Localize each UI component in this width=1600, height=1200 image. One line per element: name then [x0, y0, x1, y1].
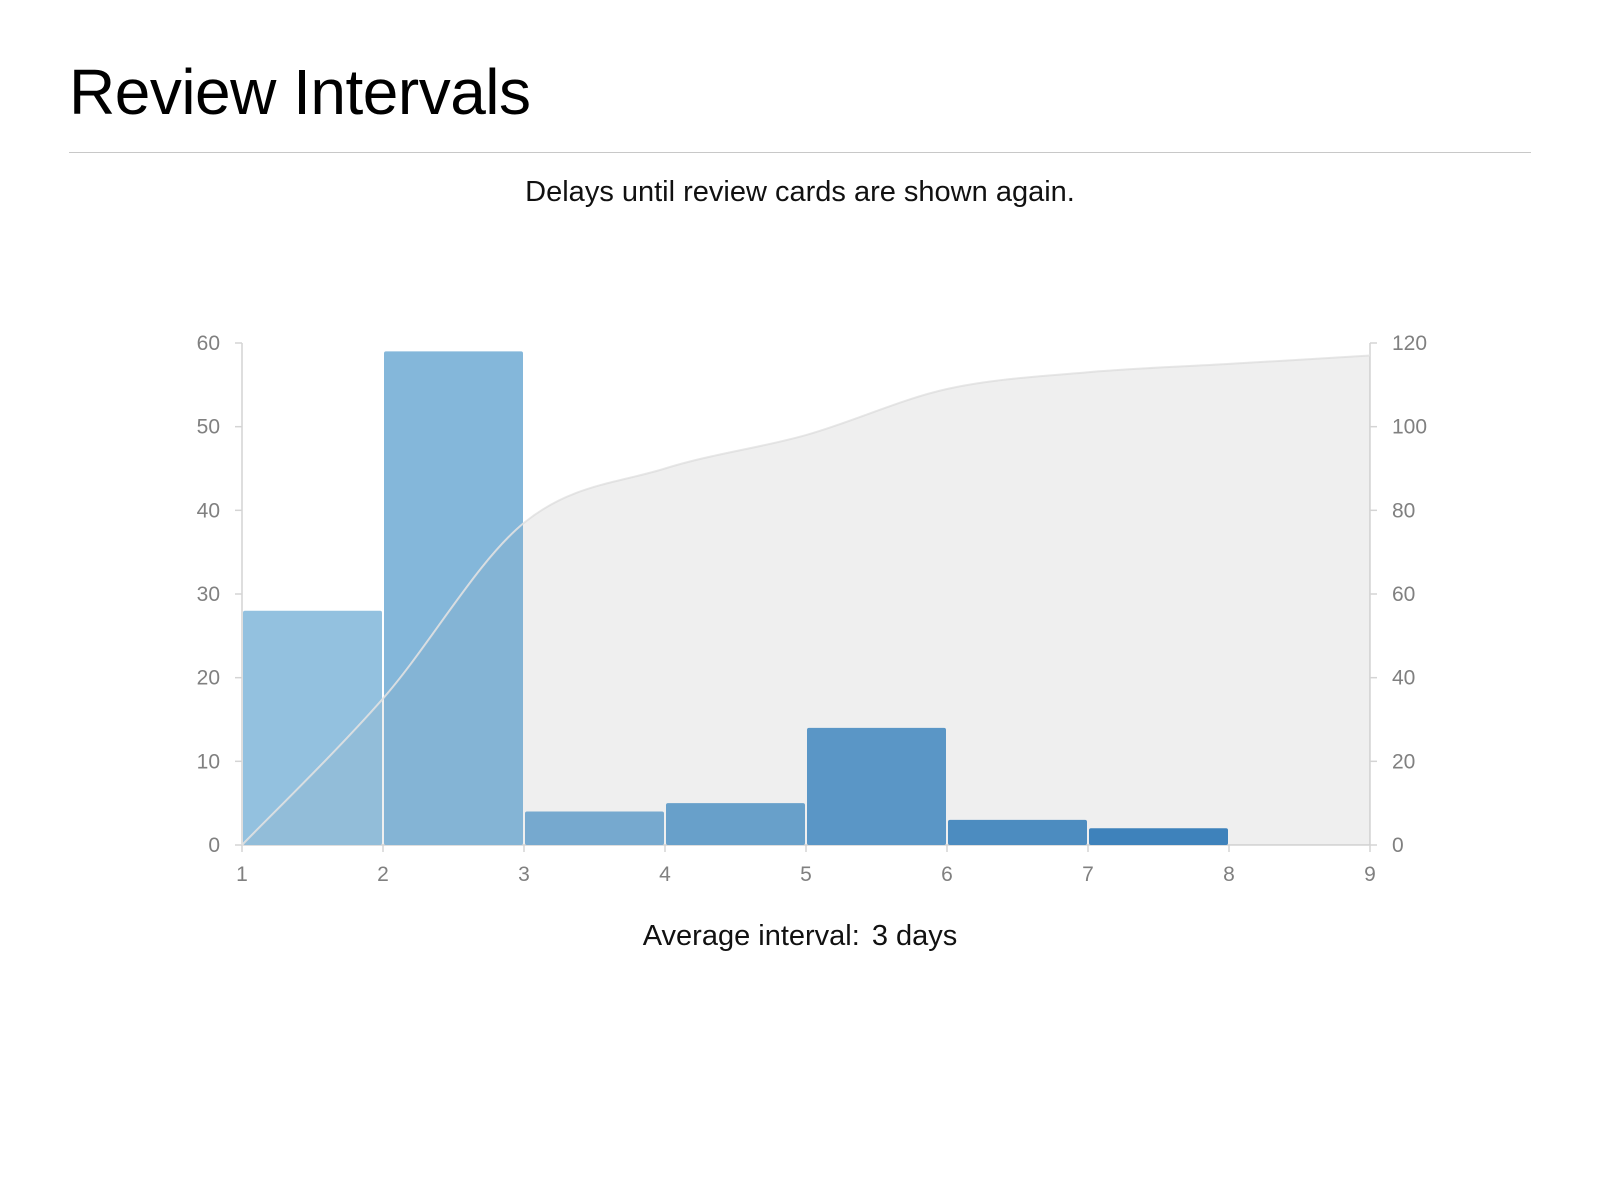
review-intervals-chart: 0 10 20 30 40 50 60 0 20 40 60 80 100 120 1 2 3 4 5 6 7 8 9 — [197, 332, 1427, 886]
y-right-tick-label: 60 — [1392, 583, 1415, 606]
cumulative-line-layer — [241, 354, 1371, 846]
average-interval: Average interval: 3 days — [0, 918, 1600, 954]
y-right-tick-label: 80 — [1392, 499, 1415, 522]
x-tick-label: 1 — [236, 863, 248, 886]
bars-layer — [243, 351, 1228, 845]
histogram-bar[interactable] — [384, 351, 523, 845]
x-tick-label: 7 — [1082, 863, 1094, 886]
y-right-tick-label: 100 — [1392, 416, 1427, 439]
y-left-tick-label: 40 — [197, 499, 220, 522]
x-tick-label: 3 — [518, 863, 530, 886]
title-divider — [69, 152, 1531, 153]
y-right-tick-label: 0 — [1392, 834, 1404, 857]
chart-subtitle: Delays until review cards are shown agai… — [525, 176, 1075, 208]
histogram-bar[interactable] — [948, 819, 1087, 845]
x-tick-label: 4 — [659, 863, 671, 886]
y-left-tick-label: 0 — [208, 834, 220, 857]
y-left-tick-label: 50 — [197, 416, 220, 439]
y-left-tick-label: 30 — [197, 583, 220, 606]
histogram-bar[interactable] — [243, 610, 382, 845]
cumulative-area-layer — [242, 355, 1370, 845]
x-tick-label: 9 — [1364, 863, 1376, 886]
cumulative-line — [241, 354, 1371, 846]
x-tick-label: 2 — [377, 863, 389, 886]
cumulative-area — [242, 355, 1370, 845]
y-left-tick-label: 60 — [197, 332, 220, 355]
histogram-bar[interactable] — [666, 803, 805, 845]
x-tick-label: 5 — [800, 863, 812, 886]
y-left-tick-label: 20 — [197, 667, 220, 690]
histogram-bar[interactable] — [807, 727, 946, 845]
y-right-tick-label: 20 — [1392, 750, 1415, 773]
average-interval-label: Average interval: — [642, 920, 860, 952]
histogram-bar[interactable] — [1089, 828, 1228, 845]
average-interval-value: 3 days — [871, 920, 958, 952]
x-tick-label: 6 — [941, 863, 953, 886]
page-title: Review Intervals — [69, 56, 531, 128]
tick-labels-layer: 0 10 20 30 40 50 60 0 20 40 60 80 100 120 1 2 3 4 5 6 7 8 9 — [197, 332, 1427, 886]
y-right-tick-label: 120 — [1392, 332, 1427, 355]
y-right-tick-label: 40 — [1392, 667, 1415, 690]
y-left-tick-label: 10 — [197, 750, 220, 773]
x-tick-label: 8 — [1223, 863, 1235, 886]
cumulative-area-overlay — [242, 355, 1370, 845]
histogram-bar[interactable] — [525, 811, 664, 845]
